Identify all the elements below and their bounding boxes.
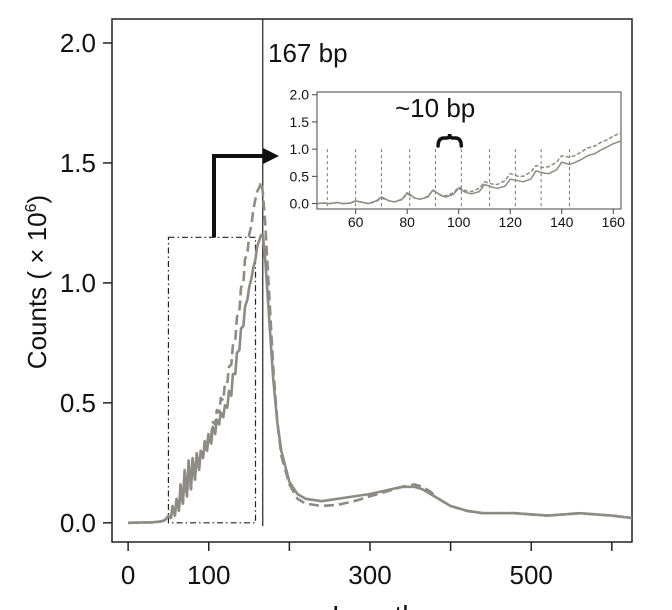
inset-y-tick-label: 2.0 [290, 87, 310, 103]
inset-y-tick-label: 0.5 [290, 168, 310, 184]
y-axis-label-exponent: 6 [23, 203, 40, 212]
inset-y-tick-label: 1.0 [290, 141, 310, 157]
y-axis-label: Counts ( × 106) [22, 195, 52, 369]
y-tick-label: 0.5 [60, 388, 96, 418]
y-tick-label: 1.5 [60, 148, 96, 178]
y-tick-label: 1.0 [60, 268, 96, 298]
x-tick-label: 300 [348, 560, 391, 590]
inset-x-tick-label: 140 [550, 214, 574, 230]
x-tick-label: 500 [510, 560, 553, 590]
inset-x-tick-label: 60 [348, 214, 364, 230]
inset-x-tick-label: 80 [399, 214, 415, 230]
x-tick-label: 0 [121, 560, 135, 590]
plot-frame [111, 18, 633, 543]
inset-y-tick-label: 0.0 [290, 196, 310, 212]
series-line-solid [128, 233, 633, 525]
inset-x-tick-label: 120 [499, 214, 523, 230]
peak-label: 167 bp [268, 38, 348, 68]
x-tick-label: 100 [187, 560, 230, 590]
y-tick-label: 2.0 [60, 28, 96, 58]
y-axis-label-name: Counts [22, 287, 52, 369]
inset-series-line-dashed [316, 132, 622, 205]
arrow-head [263, 148, 279, 164]
periodicity-brace [436, 133, 464, 148]
connector-arrow [212, 154, 265, 238]
zoom-region-box [167, 236, 257, 524]
series-line-dashed [128, 180, 633, 525]
inset-x-tick-label: 160 [602, 214, 626, 230]
inset-frame [316, 91, 622, 210]
y-axis-label-unit: ( × 10 [22, 212, 52, 279]
inset-y-tick-label: 1.5 [290, 114, 310, 130]
main-plot: 0.0 0.5 1.0 1.5 2.0 0 100 300 500 [60, 18, 633, 590]
chart-labels: 167 bp ~10 bp Length Counts ( × 106) [22, 38, 475, 610]
y-axis-label-close: ) [22, 195, 52, 204]
periodicity-label: ~10 bp [395, 93, 475, 123]
x-axis-label: Length [332, 600, 418, 610]
inset-plot: 0.0 0.5 1.0 1.5 2.0 60 80 100 120 140 160 [290, 87, 626, 230]
y-tick-label: 0.0 [60, 508, 96, 538]
inset-x-tick-label: 100 [447, 214, 471, 230]
